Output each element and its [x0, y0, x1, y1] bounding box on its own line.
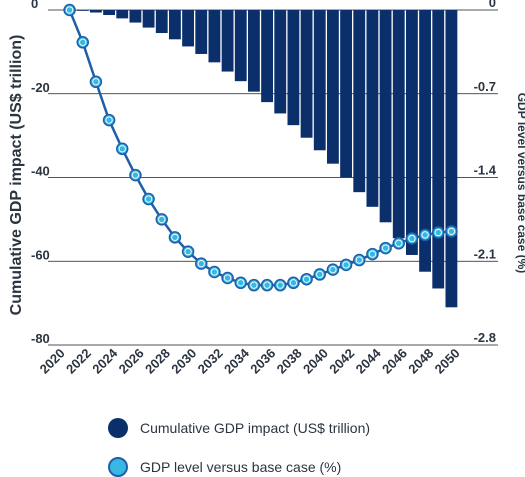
right-tick-label: -2.8 — [474, 330, 496, 345]
bar — [353, 10, 365, 192]
line-point — [393, 238, 404, 249]
right-tick-label: -0.7 — [474, 79, 496, 94]
bar — [129, 10, 141, 23]
line-point — [301, 274, 312, 285]
line-legend-label: GDP level versus base case (%) — [140, 459, 341, 475]
line-point — [262, 280, 273, 291]
bar — [393, 10, 405, 238]
x-tick-label: 2024 — [89, 345, 121, 377]
line-point — [433, 227, 444, 238]
line-point — [196, 258, 207, 269]
left-tick-label: 0 — [31, 0, 38, 11]
x-tick-label: 2050 — [432, 346, 463, 377]
bar — [248, 10, 260, 92]
legend-item-bars: Cumulative GDP impact (US$ trillion) — [108, 418, 370, 438]
chart: 0 -20 -40 -60 -80 0 -0.7 -1.4 -2.1 -2.8 20202022… — [0, 0, 525, 405]
bar — [445, 10, 457, 307]
bar — [208, 10, 220, 62]
x-tick-label: 2042 — [326, 346, 357, 377]
x-tick-label: 2028 — [142, 346, 173, 377]
bar-legend-icon — [108, 418, 128, 438]
bar — [156, 10, 168, 33]
bar — [90, 10, 102, 13]
x-tick-label: 2044 — [353, 345, 385, 377]
line-point — [288, 277, 299, 288]
line-point — [327, 264, 338, 275]
bar-series — [64, 10, 458, 307]
x-tick-label: 2038 — [274, 346, 305, 377]
line-point — [64, 5, 75, 16]
line-point — [354, 255, 365, 266]
line-point — [341, 259, 352, 270]
x-tick-label: 2032 — [195, 346, 226, 377]
bar — [406, 10, 418, 255]
line-point — [77, 37, 88, 48]
line-point — [156, 214, 167, 225]
x-tick-label: 2022 — [63, 346, 94, 377]
line-point — [209, 267, 220, 278]
bar — [143, 10, 155, 28]
right-tick-label: -1.4 — [474, 163, 497, 178]
bar — [235, 10, 247, 81]
x-tick-label: 2030 — [168, 346, 199, 377]
left-tick-label: -20 — [31, 80, 50, 95]
x-tick-label: 2040 — [300, 346, 331, 377]
line-point — [130, 170, 141, 181]
bar — [103, 10, 115, 15]
bar — [301, 10, 313, 138]
line-point — [90, 76, 101, 87]
bar — [274, 10, 286, 113]
line-legend-icon — [108, 457, 128, 477]
right-tick-label: 0 — [489, 0, 496, 10]
line-point — [169, 232, 180, 243]
bar — [366, 10, 378, 207]
bar — [340, 10, 352, 178]
right-axis-title: GDP level versus base case (%) — [515, 93, 525, 274]
legend-item-line: GDP level versus base case (%) — [108, 457, 341, 477]
right-axis-ticks: 0 -0.7 -1.4 -2.1 -2.8 — [474, 0, 497, 345]
x-tick-label: 2036 — [247, 346, 278, 377]
left-axis-title: Cumulative GDP impact (US$ trillion) — [8, 35, 25, 316]
line-point — [143, 194, 154, 205]
bar-legend-label: Cumulative GDP impact (US$ trillion) — [140, 420, 370, 436]
x-tick-label: 2034 — [221, 345, 253, 377]
bar — [432, 10, 444, 288]
x-tick-label: 2020 — [37, 346, 68, 377]
left-tick-label: -80 — [31, 331, 50, 346]
line-point — [222, 273, 233, 284]
line-point — [420, 229, 431, 240]
line-point — [235, 277, 246, 288]
bar — [195, 10, 207, 54]
line-point — [380, 243, 391, 254]
bar — [77, 10, 89, 11]
line-point — [117, 143, 128, 154]
left-tick-label: -60 — [31, 247, 50, 262]
line-point — [367, 249, 378, 260]
bar — [222, 10, 234, 72]
x-tick-label: 2026 — [116, 346, 147, 377]
right-tick-label: -2.1 — [474, 246, 496, 261]
x-tick-label: 2048 — [405, 346, 436, 377]
x-axis-ticks: 2020202220242026202820302032203420362038… — [37, 345, 463, 377]
bar — [182, 10, 194, 46]
line-point — [183, 246, 194, 257]
line-point — [248, 280, 259, 291]
left-axis-ticks: 0 -20 -40 -60 -80 — [31, 0, 50, 346]
bar — [327, 10, 339, 164]
line-point — [104, 115, 115, 126]
bar — [287, 10, 299, 125]
line-point — [406, 233, 417, 244]
line-point — [275, 280, 286, 291]
bar — [380, 10, 392, 222]
x-tick-label: 2046 — [379, 346, 410, 377]
bar — [116, 10, 128, 18]
bar — [169, 10, 181, 39]
left-tick-label: -40 — [31, 164, 50, 179]
line-point — [314, 269, 325, 280]
bar — [261, 10, 273, 102]
line-point — [446, 226, 457, 237]
bar — [314, 10, 326, 150]
